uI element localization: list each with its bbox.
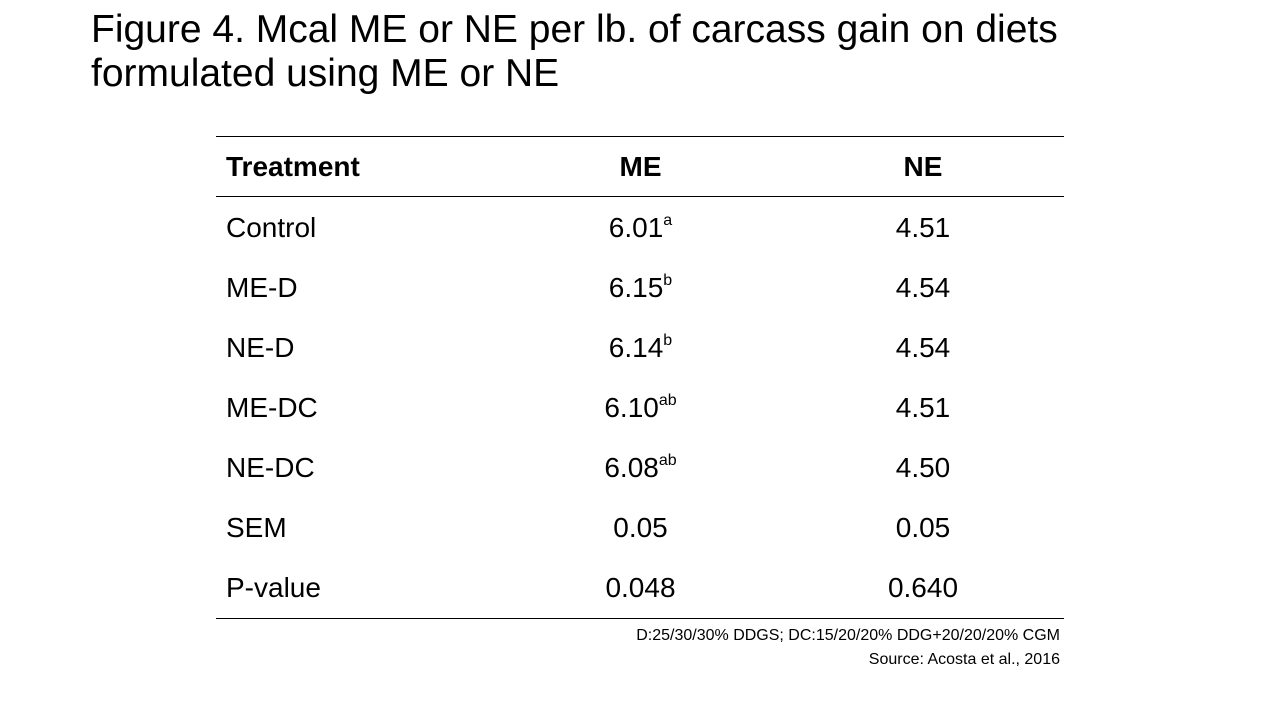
table-notes: D:25/30/30% DDGS; DC:15/20/20% DDG+20/20…	[636, 624, 1060, 672]
footnote: D:25/30/30% DDGS; DC:15/20/20% DDG+20/20…	[636, 627, 1060, 644]
me-value: 6.01	[608, 212, 664, 243]
ne-cell: 4.50	[895, 452, 951, 483]
table-bottom-rule	[216, 618, 1064, 619]
me-value: 0.048	[605, 572, 676, 603]
ne-cell: 0.05	[895, 512, 951, 543]
table-row: SEM 0.05 0.05	[216, 498, 1064, 558]
table-row: ME-D 6.15b 4.54	[216, 258, 1064, 318]
table-row: NE-D 6.14b 4.54	[216, 318, 1064, 378]
me-cell: 6.10ab	[499, 392, 782, 424]
me-value: 6.08	[604, 452, 659, 483]
me-superscript: b	[663, 272, 673, 289]
source-citation: Source: Acosta et al., 2016	[868, 651, 1060, 668]
treatment-cell: Control	[226, 212, 317, 243]
ne-cell: 4.54	[895, 332, 951, 363]
table-top-rule	[216, 136, 1064, 137]
header-treatment: Treatment	[226, 150, 360, 182]
me-superscript: a	[663, 212, 673, 229]
treatment-cell: P-value	[226, 572, 321, 603]
table-row: ME-DC 6.10ab 4.51	[216, 378, 1064, 438]
me-cell: 6.14b	[499, 332, 782, 364]
me-cell: 6.08ab	[499, 452, 782, 484]
table-header-row: Treatment ME NE	[216, 137, 1064, 196]
ne-cell: 4.54	[895, 272, 951, 303]
me-cell: 6.15b	[499, 272, 782, 304]
treatment-cell: SEM	[226, 512, 287, 543]
ne-cell: 4.51	[895, 212, 951, 243]
page-title: Figure 4. Mcal ME or NE per lb. of carca…	[91, 8, 1058, 95]
me-cell: 6.01a	[499, 212, 782, 244]
header-ne: NE	[903, 150, 943, 182]
me-superscript: ab	[658, 392, 677, 409]
me-cell: 0.048	[499, 572, 782, 604]
header-me: ME	[619, 150, 662, 182]
ne-cell: 0.640	[887, 572, 959, 603]
treatment-cell: ME-DC	[226, 392, 318, 423]
ne-cell: 4.51	[895, 392, 951, 423]
table-row: Control 6.01a 4.51	[216, 198, 1064, 258]
me-value: 0.05	[613, 512, 668, 543]
table-header-rule	[216, 196, 1064, 197]
data-table: Treatment ME NE Control 6.01a 4.51 ME-D …	[216, 136, 1064, 619]
me-value: 6.14	[608, 332, 664, 363]
table-row: NE-DC 6.08ab 4.50	[216, 438, 1064, 498]
me-value: 6.15	[608, 272, 664, 303]
me-superscript: b	[663, 332, 673, 349]
treatment-cell: ME-D	[226, 272, 298, 303]
table-row: P-value 0.048 0.640	[216, 558, 1064, 618]
treatment-cell: NE-DC	[226, 452, 315, 483]
me-cell: 0.05	[499, 512, 782, 544]
me-value: 6.10	[604, 392, 659, 423]
me-superscript: ab	[658, 452, 677, 469]
treatment-cell: NE-D	[226, 332, 295, 363]
